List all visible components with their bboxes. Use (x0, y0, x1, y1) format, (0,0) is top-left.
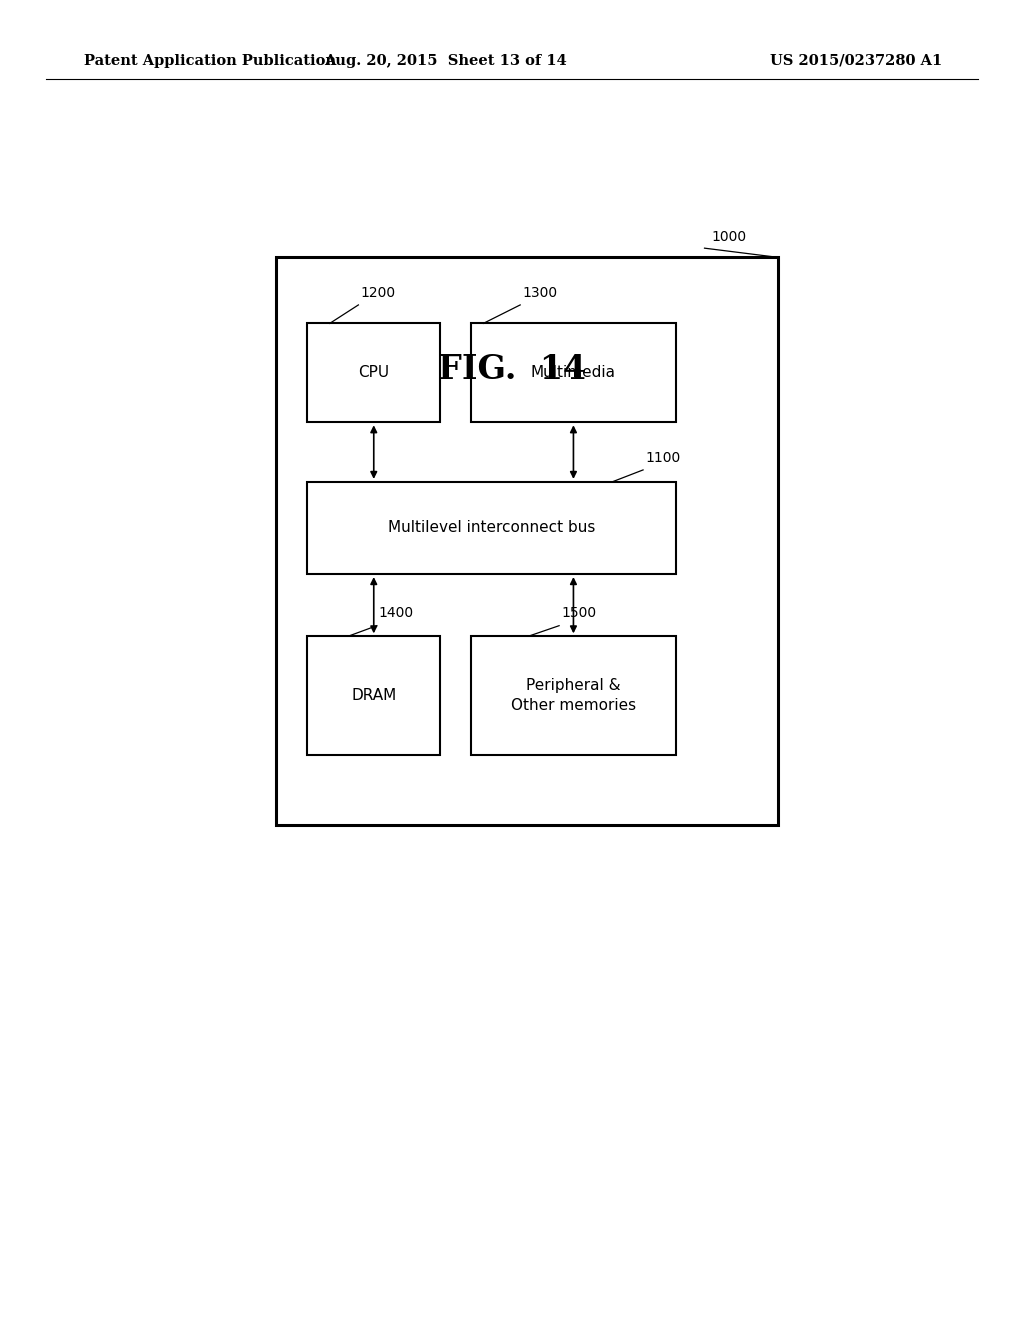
Bar (276, 257, 778, 825)
Text: 1300: 1300 (522, 285, 557, 300)
Text: Peripheral &
Other memories: Peripheral & Other memories (511, 678, 636, 713)
Bar (471, 636, 676, 755)
Bar (307, 482, 676, 574)
Bar (307, 636, 440, 755)
Text: 1000: 1000 (712, 230, 746, 244)
Text: Multimedia: Multimedia (530, 366, 616, 380)
Text: US 2015/0237280 A1: US 2015/0237280 A1 (770, 54, 942, 67)
Text: FIG.  14: FIG. 14 (438, 354, 586, 385)
Bar (307, 323, 440, 422)
Text: 1100: 1100 (645, 450, 680, 465)
Text: 1400: 1400 (379, 606, 414, 620)
Text: DRAM: DRAM (351, 688, 396, 704)
Text: 1500: 1500 (561, 606, 596, 620)
Text: Patent Application Publication: Patent Application Publication (84, 54, 336, 67)
Text: 1200: 1200 (360, 285, 395, 300)
Bar (471, 323, 676, 422)
Text: Multilevel interconnect bus: Multilevel interconnect bus (388, 520, 595, 536)
Text: CPU: CPU (358, 366, 389, 380)
Text: Aug. 20, 2015  Sheet 13 of 14: Aug. 20, 2015 Sheet 13 of 14 (324, 54, 567, 67)
